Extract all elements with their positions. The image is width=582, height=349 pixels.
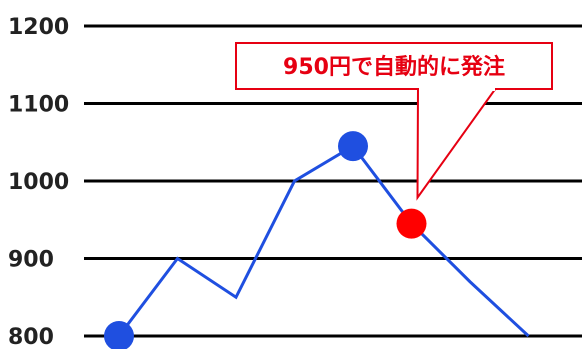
y-tick-label-1000: 1000 — [8, 170, 69, 195]
y-tick-label-800: 800 — [8, 325, 54, 349]
y-tick-label-1200: 1200 — [8, 15, 69, 40]
data-point-marker-4 — [338, 131, 368, 162]
callout-text: 950円で自動的に発注 — [283, 54, 505, 80]
data-point-marker-5 — [396, 208, 427, 239]
callout-pointer-gap — [419, 87, 495, 91]
annotation-callout: 950円で自動的に発注 — [235, 42, 553, 201]
gridlines — [84, 24, 582, 338]
y-tick-label-1100: 1100 — [8, 93, 69, 118]
data-point-marker-0 — [104, 321, 134, 349]
highlight-markers — [104, 131, 427, 349]
series-line-0 — [117, 144, 530, 338]
y-tick-label-900: 900 — [8, 248, 54, 273]
y-axis-tick-labels: 800 900 1000 1100 1200 — [8, 15, 69, 349]
callout-box — [235, 42, 553, 90]
series-lines — [117, 144, 530, 338]
